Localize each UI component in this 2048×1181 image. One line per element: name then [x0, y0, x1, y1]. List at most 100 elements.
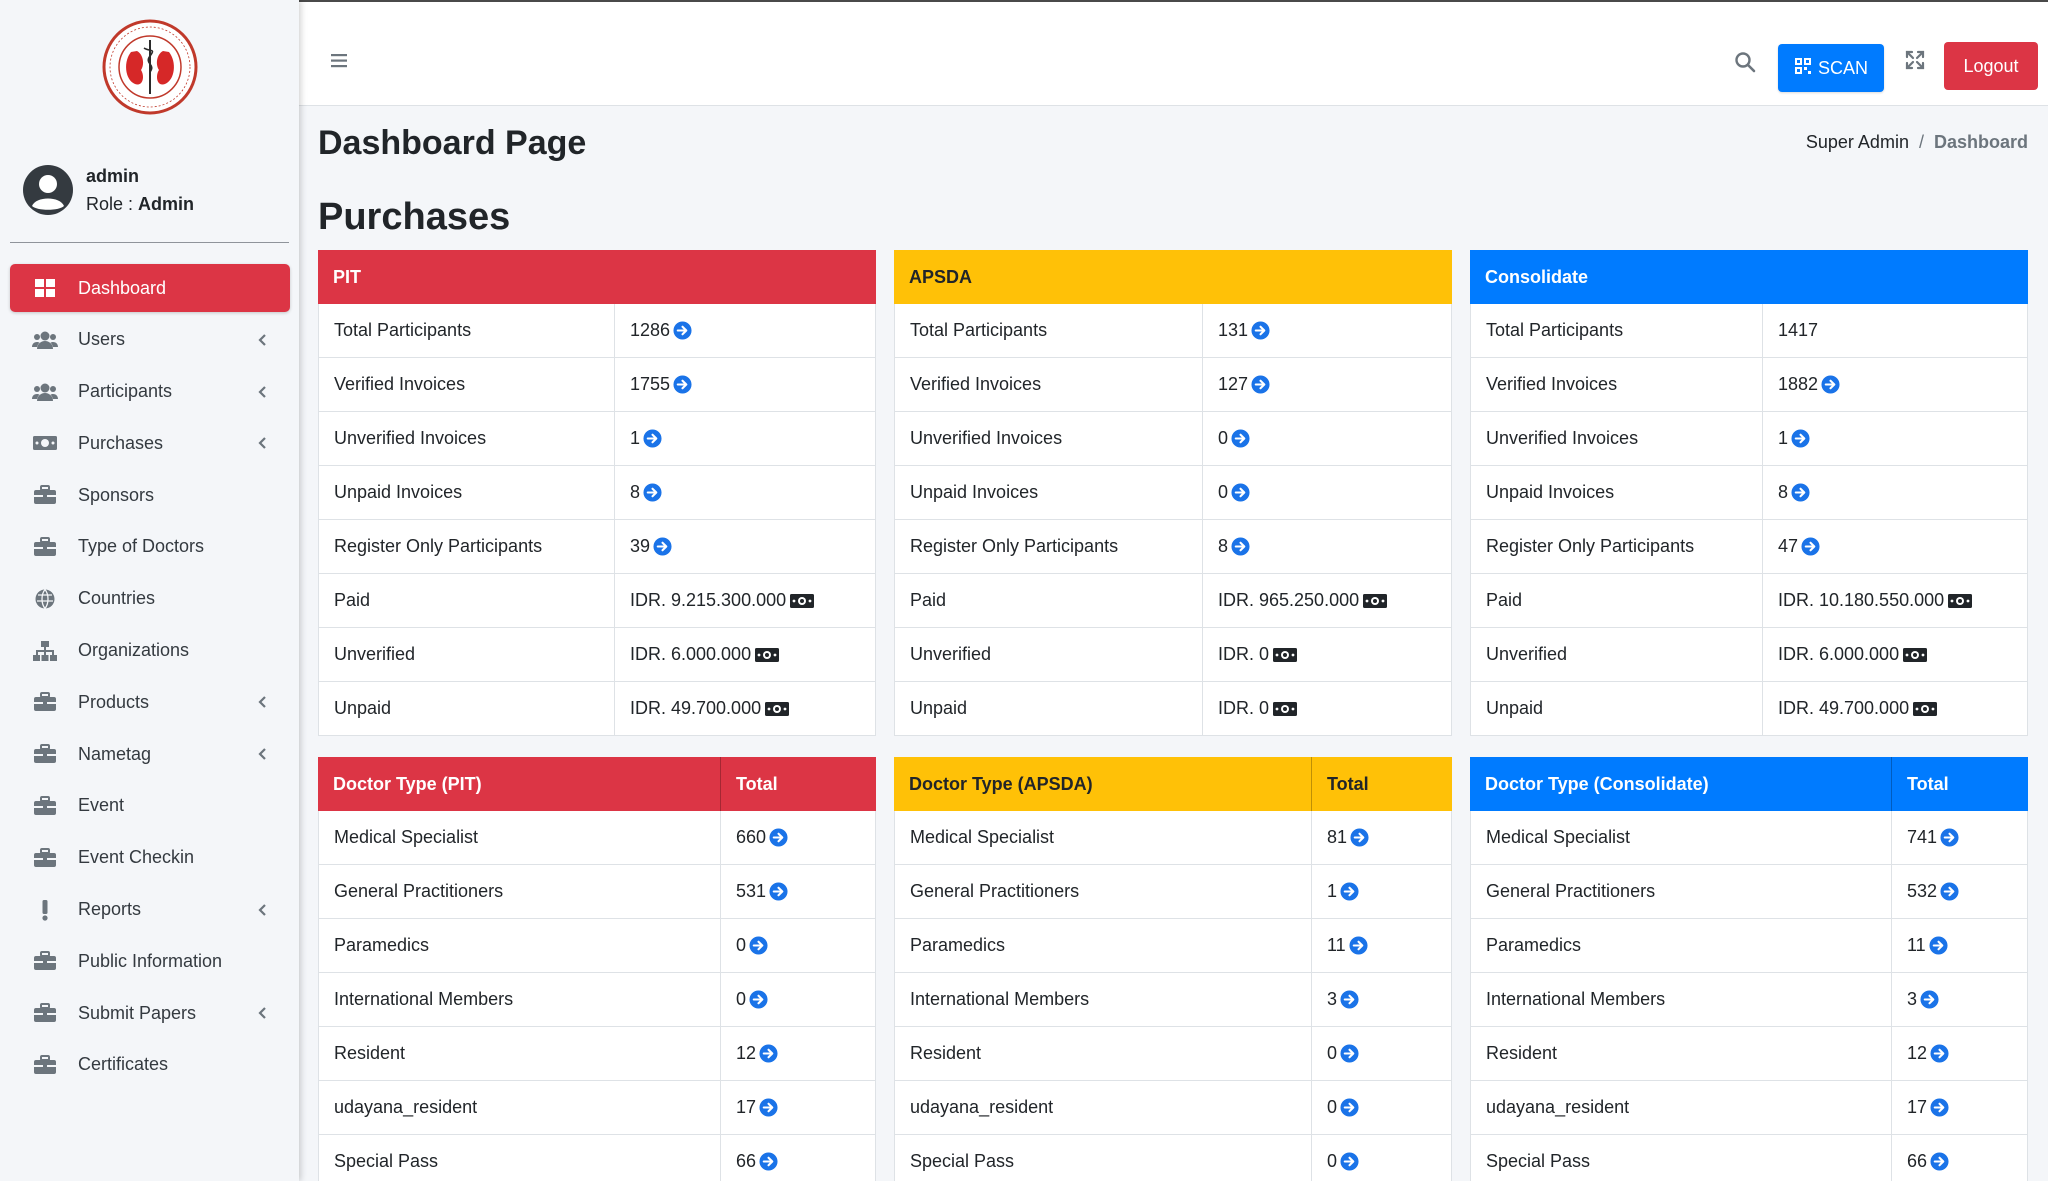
sidebar-item-countries[interactable]: Countries: [10, 575, 290, 623]
row-value-cell: 0: [1203, 466, 1250, 519]
arrow-circle-right-icon[interactable]: [1340, 1152, 1359, 1171]
row-label: Special Pass: [1471, 1135, 1892, 1181]
briefcase-icon: [32, 1002, 58, 1024]
row-value-cell: 1417: [1763, 304, 1818, 357]
chevron-left-icon[interactable]: [254, 744, 270, 764]
card-title: Doctor Type (Consolidate): [1485, 773, 1709, 794]
chevron-left-icon[interactable]: [254, 330, 270, 350]
sidebar-item-label: Organizations: [78, 640, 190, 661]
arrow-circle-right-icon[interactable]: [769, 828, 788, 847]
row-label: Resident: [1471, 1027, 1892, 1080]
sidebar-item-reports[interactable]: Reports: [10, 886, 290, 934]
arrow-circle-right-icon[interactable]: [643, 483, 662, 502]
sidebar-item-dashboard[interactable]: Dashboard: [10, 264, 290, 312]
arrow-circle-right-icon[interactable]: [1930, 1152, 1949, 1171]
user-name[interactable]: admin: [86, 166, 140, 186]
chevron-left-icon[interactable]: [254, 433, 270, 453]
row-label: Total Participants: [895, 304, 1203, 357]
fullscreen-icon[interactable]: [1905, 50, 1925, 70]
arrow-circle-right-icon[interactable]: [643, 429, 662, 448]
sidebar-item-sponsors[interactable]: Sponsors: [10, 471, 290, 519]
sidebar-item-label: Type of Doctors: [78, 536, 205, 557]
sidebar-item-nametag[interactable]: Nametag: [10, 730, 290, 778]
arrow-circle-right-icon[interactable]: [1349, 936, 1368, 955]
arrow-circle-right-icon[interactable]: [1940, 882, 1959, 901]
sidebar-item-users[interactable]: Users: [10, 316, 290, 364]
arrow-circle-right-icon[interactable]: [1340, 882, 1359, 901]
sidebar-item-products[interactable]: Products: [10, 678, 290, 726]
row-label: Unverified: [1471, 628, 1763, 681]
table-row: Paramedics 0: [318, 919, 876, 973]
sidebar-item-organizations[interactable]: Organizations: [10, 627, 290, 675]
breadcrumb: Super Admin / Dashboard: [1806, 132, 2028, 153]
chevron-left-icon[interactable]: [254, 1003, 270, 1023]
doctor-type-card-doctor-type-apsda: Doctor Type (APSDA) Total Medical Speciali…: [894, 757, 1452, 1181]
arrow-circle-right-icon[interactable]: [1231, 429, 1250, 448]
arrow-circle-right-icon[interactable]: [769, 882, 788, 901]
arrow-circle-right-icon[interactable]: [749, 936, 768, 955]
row-value-cell: 12: [721, 1027, 778, 1080]
arrow-circle-right-icon[interactable]: [749, 990, 768, 1009]
arrow-circle-right-icon[interactable]: [1231, 537, 1250, 556]
table-row: Total Participants 1286: [318, 304, 876, 358]
arrow-circle-right-icon[interactable]: [1929, 936, 1948, 955]
row-value: 0: [736, 935, 747, 955]
table-row: Special Pass 66: [1470, 1135, 2028, 1181]
arrow-circle-right-icon[interactable]: [1930, 1044, 1949, 1063]
row-value-cell: 532: [1892, 865, 1959, 918]
arrow-circle-right-icon[interactable]: [1251, 375, 1270, 394]
row-value-cell: 8: [1763, 466, 1810, 519]
chevron-left-icon[interactable]: [254, 382, 270, 402]
arrow-circle-right-icon[interactable]: [1791, 429, 1810, 448]
scan-button[interactable]: SCAN: [1778, 44, 1884, 92]
chevron-left-icon[interactable]: [254, 692, 270, 712]
row-label: Unpaid Invoices: [895, 466, 1203, 519]
sidebar-item-public-information[interactable]: Public Information: [10, 937, 290, 985]
table-row: Medical Specialist 81: [894, 811, 1452, 865]
arrow-circle-right-icon[interactable]: [1791, 483, 1810, 502]
search-icon[interactable]: [1733, 50, 1757, 74]
row-label: International Members: [319, 973, 721, 1026]
row-value-cell: IDR. 6.000.000: [1763, 628, 1928, 681]
sidebar-item-certificates[interactable]: Certificates: [10, 1041, 290, 1089]
arrow-circle-right-icon[interactable]: [759, 1044, 778, 1063]
table-row: Resident 12: [318, 1027, 876, 1081]
row-label: Resident: [895, 1027, 1312, 1080]
breadcrumb-parent[interactable]: Super Admin: [1805, 132, 1909, 152]
logout-button[interactable]: Logout: [1944, 42, 2038, 90]
table-row: International Members 3: [894, 973, 1452, 1027]
sidebar: admin Role : Admin Dashboard Users Partici…: [0, 0, 299, 1181]
arrow-circle-right-icon[interactable]: [1350, 828, 1369, 847]
sidebar-item-event[interactable]: Event: [10, 782, 290, 830]
arrow-circle-right-icon[interactable]: [1340, 1044, 1359, 1063]
sidebar-item-event-checkin[interactable]: Event Checkin: [10, 834, 290, 882]
row-value-cell: IDR. 0: [1203, 682, 1298, 735]
row-label: Paramedics: [1471, 919, 1892, 972]
arrow-circle-right-icon[interactable]: [673, 321, 692, 340]
sidebar-item-participants[interactable]: Participants: [10, 368, 290, 416]
row-value-cell: 11: [1892, 919, 1948, 972]
arrow-circle-right-icon[interactable]: [1801, 537, 1820, 556]
arrow-circle-right-icon[interactable]: [1821, 375, 1840, 394]
table-row: Unverified IDR. 0: [894, 628, 1452, 682]
sidebar-item-purchases[interactable]: Purchases: [10, 419, 290, 467]
sidebar-item-submit-papers[interactable]: Submit Papers: [10, 989, 290, 1037]
arrow-circle-right-icon[interactable]: [1340, 990, 1359, 1009]
arrow-circle-right-icon[interactable]: [673, 375, 692, 394]
arrow-circle-right-icon[interactable]: [1231, 483, 1250, 502]
arrow-circle-right-icon[interactable]: [1930, 1098, 1949, 1117]
arrow-circle-right-icon[interactable]: [1940, 828, 1959, 847]
purchase-card-pit: PIT Total Participants 1286 Verified Invoic…: [318, 250, 876, 736]
chevron-left-icon[interactable]: [254, 900, 270, 920]
arrow-circle-right-icon[interactable]: [653, 537, 672, 556]
pernefri-logo[interactable]: [101, 18, 199, 116]
sidebar-item-type-of-doctors[interactable]: Type of Doctors: [10, 523, 290, 571]
arrow-circle-right-icon[interactable]: [1251, 321, 1270, 340]
menu-toggle-icon[interactable]: [329, 52, 351, 70]
arrow-circle-right-icon[interactable]: [759, 1098, 778, 1117]
arrow-circle-right-icon[interactable]: [759, 1152, 778, 1171]
user-avatar-icon[interactable]: [22, 164, 74, 216]
card-header: Consolidate: [1470, 250, 2028, 304]
arrow-circle-right-icon[interactable]: [1340, 1098, 1359, 1117]
arrow-circle-right-icon[interactable]: [1920, 990, 1939, 1009]
